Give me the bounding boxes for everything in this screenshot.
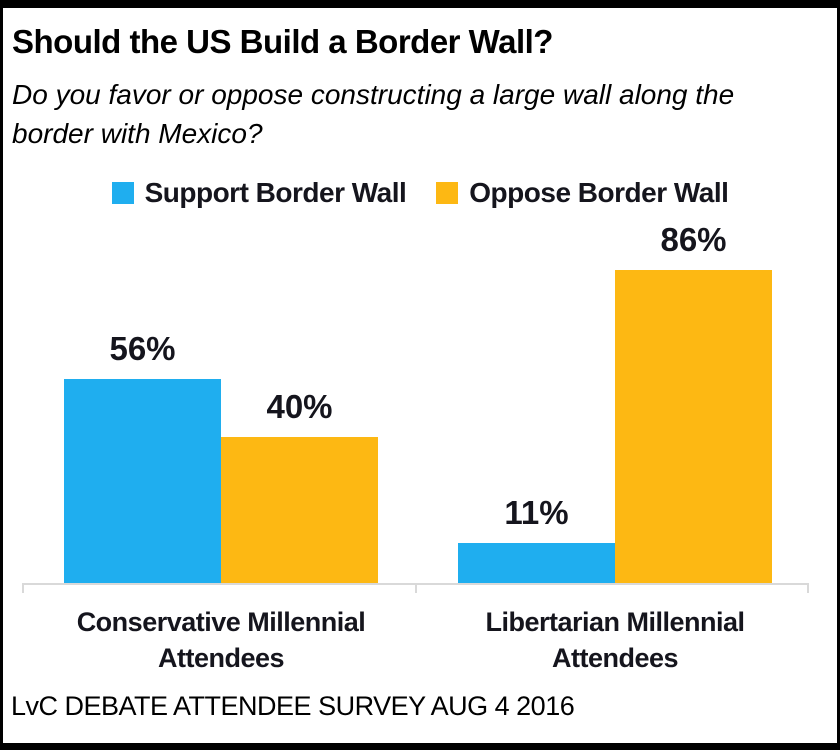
category-label-line: Attendees	[157, 643, 285, 674]
axis-tick-right	[807, 583, 809, 594]
legend-label-support: Support Border Wall	[144, 177, 407, 209]
bar-group-conservative: 56% 40%	[64, 219, 378, 584]
legend-item-oppose: Oppose Border Wall	[436, 177, 729, 209]
chart-subtitle: Do you favor or oppose constructing a la…	[12, 76, 837, 153]
bar-column: 56%	[64, 219, 221, 584]
x-axis-line	[22, 583, 809, 594]
chart-title: Should the US Build a Border Wall?	[12, 23, 553, 60]
bar-support-libertarian	[458, 543, 615, 584]
legend-label-oppose: Oppose Border Wall	[469, 177, 729, 209]
bar-oppose-libertarian	[615, 270, 772, 584]
legend-item-support: Support Border Wall	[111, 177, 407, 209]
category-label-line: Libertarian Millennial	[485, 607, 745, 638]
value-label-oppose-conservative: 40%	[266, 388, 333, 426]
axis-tick-left	[22, 583, 24, 594]
source-note: LvC DEBATE ATTENDEE SURVEY AUG 4 2016	[11, 691, 575, 722]
category-axis-labels: Conservative Millennial Attendees Libert…	[64, 605, 837, 677]
category-label-line: Attendees	[551, 643, 679, 674]
legend: Support Border Wall Oppose Border Wall	[3, 177, 837, 209]
category-label-line: Conservative Millennial	[76, 607, 366, 638]
bar-oppose-conservative	[221, 437, 378, 584]
subtitle-line-2: border with Mexico?	[12, 117, 263, 149]
bar-column: 40%	[221, 219, 378, 584]
legend-swatch-support	[111, 182, 134, 205]
value-label-oppose-libertarian: 86%	[660, 221, 727, 259]
category-label-libertarian: Libertarian Millennial Attendees	[458, 605, 772, 677]
bar-group-libertarian: 11% 86%	[458, 219, 772, 584]
subtitle-line-1: Do you favor or oppose constructing a la…	[12, 79, 735, 110]
plot-area: 56% 40% 11% 86%	[22, 219, 837, 594]
bar-support-conservative	[64, 379, 221, 584]
legend-swatch-oppose	[436, 182, 459, 205]
category-label-conservative: Conservative Millennial Attendees	[64, 605, 378, 677]
axis-tick-center	[414, 583, 417, 594]
bar-column: 11%	[458, 219, 615, 584]
bar-column: 86%	[615, 219, 772, 584]
value-label-support-libertarian: 11%	[504, 494, 569, 532]
value-label-support-conservative: 56%	[109, 330, 176, 368]
